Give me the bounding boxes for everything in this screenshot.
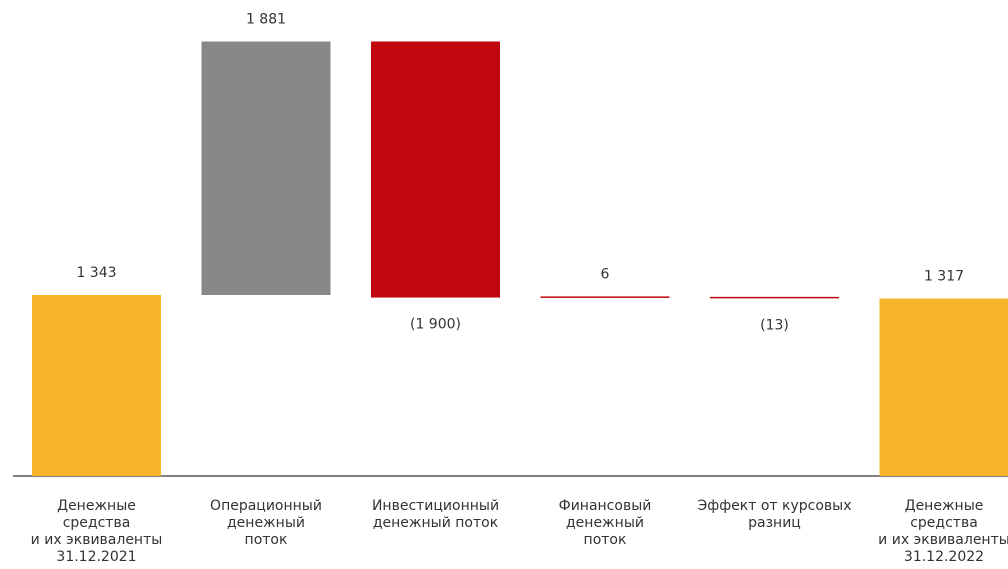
bar-6 [879, 298, 1008, 476]
category-label-line: денежный [566, 515, 644, 531]
value-label-6: 1 317 [924, 269, 964, 285]
category-label-line: Денежные [905, 498, 984, 514]
bar-2 [201, 41, 331, 295]
category-label-line: 31.12.2022 [904, 549, 984, 565]
category-label-line: Операционный [210, 498, 322, 514]
category-label-line: поток [584, 532, 627, 548]
category-label-3: Инвестиционный денежный поток [372, 498, 499, 531]
value-label-2: 1 881 [246, 11, 286, 27]
value-label-4: 6 [601, 266, 610, 282]
category-label-2: Операционный денежный поток [210, 498, 322, 548]
category-label-line: средства [63, 515, 131, 531]
value-label-5: (13) [760, 317, 789, 333]
category-label-line: поток [245, 532, 288, 548]
category-label-5: Эффект от курсовых разниц [697, 498, 851, 531]
bar-1 [32, 295, 161, 476]
bar-4 [540, 296, 670, 298]
category-label-line: и их эквиваленты [31, 532, 163, 548]
bar-5 [710, 296, 839, 299]
category-label-1: Денежные средства и их эквиваленты 31.12.20… [31, 498, 163, 565]
value-label-1: 1 343 [76, 265, 116, 281]
category-label-line: Денежные [57, 498, 136, 514]
category-label-line: денежный [227, 515, 305, 531]
category-label-4: Финансовый денежный поток [559, 498, 652, 548]
category-label-line: средства [910, 515, 978, 531]
category-label-line: Инвестиционный [372, 498, 499, 514]
bar-3 [371, 41, 500, 298]
category-label-line: денежный поток [373, 515, 498, 531]
category-label-6: Денежные средства и их эквиваленты 31.12.20… [878, 498, 1008, 565]
category-label-line: разниц [748, 515, 801, 531]
category-label-line: и их эквиваленты [878, 532, 1008, 548]
category-label-line: 31.12.2021 [56, 549, 136, 565]
category-label-line: Финансовый [559, 498, 652, 514]
category-label-line: Эффект от курсовых [697, 498, 851, 514]
value-label-3: (1 900) [410, 317, 461, 333]
